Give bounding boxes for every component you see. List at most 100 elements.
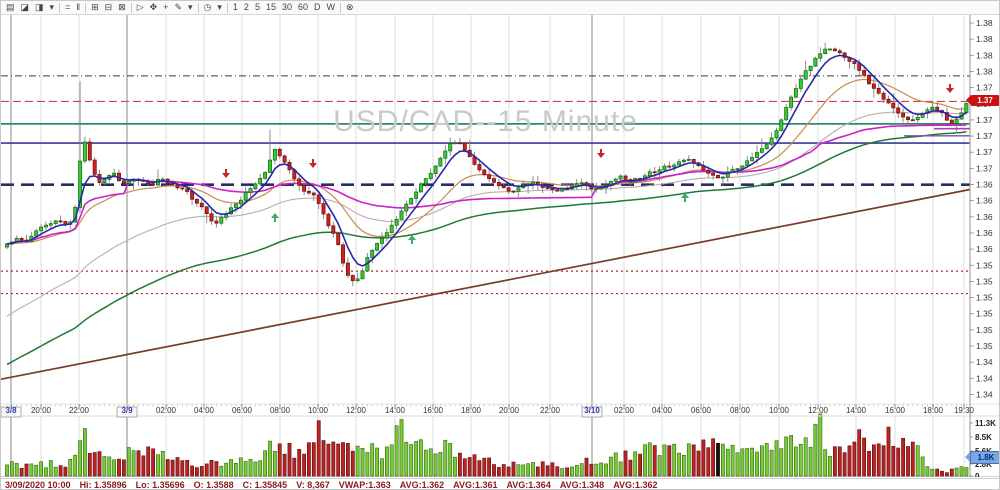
time-axis-date-label: 3/10 — [584, 406, 600, 415]
volume-bar — [78, 440, 83, 477]
volume-bar — [243, 461, 248, 477]
pan-tool[interactable]: ✥ — [149, 2, 158, 12]
candlestick — [370, 249, 375, 258]
avg-slow-gray-line[interactable] — [6, 111, 967, 317]
candlestick — [477, 164, 482, 171]
time-axis-label: 14:00 — [385, 406, 406, 415]
candlestick — [545, 187, 550, 189]
layout-split-icon[interactable]: ⊟ — [104, 2, 113, 12]
candlestick — [871, 83, 876, 89]
candlestick — [44, 224, 48, 228]
candlestick — [862, 70, 867, 76]
pointer-tool[interactable]: ▷ — [136, 2, 144, 12]
interval-daily-button[interactable]: D — [314, 2, 321, 12]
candlestick — [803, 70, 808, 80]
volume-bar — [672, 443, 677, 477]
volume-bar — [477, 460, 482, 477]
time-dropdown[interactable]: ▾ — [217, 2, 222, 12]
volume-bar — [871, 444, 876, 477]
volume-bar — [516, 464, 521, 477]
interval-60-button[interactable]: 60 — [297, 2, 308, 12]
volume-bar — [453, 456, 457, 477]
volume-bar — [628, 459, 633, 477]
volume-bar — [122, 459, 126, 477]
status-segment-5: V: 8,367 — [296, 480, 330, 490]
toolbar-separator — [85, 2, 87, 13]
candlestick — [672, 164, 677, 168]
price-chart-canvas[interactable]: 3/8 20:00 22:00 3/9 02:00 04:00 06:00 08:00 10:0… — [1, 1, 1000, 477]
status-segment-8: AVG:1.361 — [453, 480, 498, 490]
volume-bar — [608, 456, 613, 477]
close-chart-button[interactable]: ⊗ — [346, 2, 354, 12]
volume-bar — [784, 436, 789, 477]
interval-2-button[interactable]: 2 — [243, 2, 249, 12]
time-axis-label: 06:00 — [691, 406, 712, 415]
candlestick — [906, 116, 910, 121]
price-axis-label: 1.36 — [976, 196, 993, 206]
interval-weekly-button[interactable]: W — [326, 2, 336, 12]
pause-tool[interactable]: ‖ — [76, 2, 81, 12]
candlestick — [380, 237, 384, 244]
eraser-tool[interactable]: ◪ — [20, 2, 30, 12]
equalize-tool[interactable]: = — [65, 2, 71, 12]
volume-bar — [716, 442, 720, 477]
candlestick — [647, 171, 652, 177]
time-tool[interactable]: ◷ — [203, 2, 212, 12]
volume-bar — [97, 451, 102, 477]
candlestick — [677, 161, 682, 166]
status-segment-3: O: 1.3588 — [193, 480, 234, 490]
time-axis-label: 22:00 — [540, 406, 561, 415]
volume-bar — [720, 443, 725, 477]
price-axis-label: 1.35 — [976, 293, 993, 303]
interval-30-button[interactable]: 30 — [281, 2, 292, 12]
sell-arrow-icon — [309, 159, 317, 168]
volume-bar — [326, 443, 331, 477]
style-tool[interactable]: ◨ — [35, 2, 44, 12]
avg-long-green-line[interactable] — [6, 131, 967, 366]
volume-bar — [550, 462, 555, 477]
price-axis-label: 1.38 — [976, 50, 993, 60]
volume-bar — [764, 443, 769, 477]
volume-bar — [375, 447, 380, 477]
volume-bar — [940, 470, 944, 477]
volume-bar — [896, 447, 901, 477]
avg-fast-navy-line[interactable] — [6, 54, 967, 267]
volume-bar — [316, 420, 321, 477]
volume-bar — [14, 463, 19, 477]
volume-tag-value: 1.8K — [977, 453, 995, 462]
interval-15-button[interactable]: 15 — [265, 2, 276, 12]
volume-bar — [837, 446, 842, 477]
volume-bar — [906, 446, 910, 477]
tools-dropdown[interactable]: ▾ — [49, 2, 55, 12]
layout-close-icon[interactable]: ⊠ — [118, 2, 126, 12]
crosshair-tool[interactable]: + — [163, 2, 169, 12]
interval-5-button[interactable]: 5 — [254, 2, 260, 12]
candlestick — [311, 192, 316, 196]
draw-tool[interactable]: ✎ — [174, 2, 182, 12]
volume-bar — [10, 461, 14, 477]
candlestick — [277, 148, 282, 157]
candlestick — [453, 142, 457, 145]
price-axis-label: 1.35 — [976, 260, 993, 270]
volume-bar — [638, 453, 643, 477]
avg-med-orange-line[interactable] — [6, 78, 967, 245]
layout-grid-icon[interactable]: ⊞ — [91, 2, 99, 12]
volume-bar — [39, 461, 44, 477]
volume-bar — [779, 448, 784, 477]
draw-dropdown[interactable]: ▾ — [187, 2, 193, 12]
candlestick — [414, 191, 419, 199]
candlestick — [199, 202, 204, 208]
candlestick — [944, 112, 949, 121]
volume-bar — [53, 466, 58, 477]
long-term-average-line[interactable] — [1, 188, 971, 381]
volume-bar — [209, 459, 214, 477]
volume-bar — [297, 449, 302, 477]
candlestick — [82, 141, 87, 162]
volume-bar — [496, 467, 501, 477]
interval-1-button[interactable]: 1 — [232, 2, 238, 12]
candlestick — [896, 107, 901, 114]
volume-bar — [73, 454, 78, 477]
candlestick — [151, 183, 156, 186]
volume-bar — [380, 458, 384, 477]
patterns-tool[interactable]: ▤ — [6, 2, 15, 12]
